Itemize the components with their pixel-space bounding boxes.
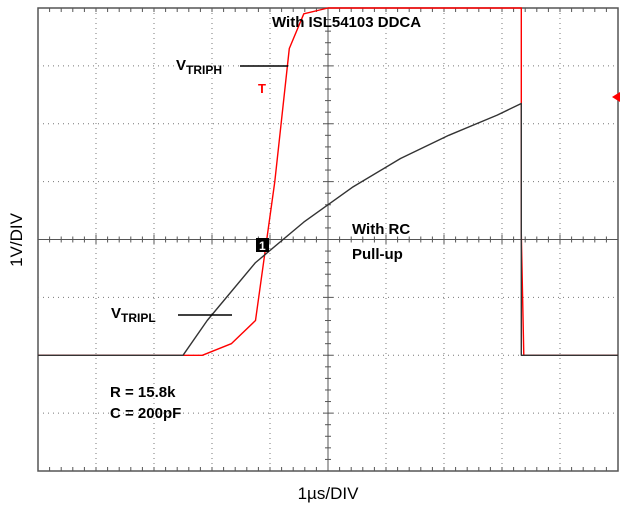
trace-rc-pullup bbox=[38, 102, 618, 356]
trigger-marker: T bbox=[258, 81, 266, 96]
y-axis-label: 1V/DIV bbox=[7, 212, 26, 267]
trigger-level-arrow bbox=[612, 92, 620, 102]
rc-series-label-line2: Pull-up bbox=[352, 246, 403, 263]
cursor-marker: 1 bbox=[259, 239, 266, 253]
resistor-value: R = 15.8k bbox=[110, 384, 176, 401]
cursor-marker-box bbox=[256, 238, 269, 252]
rc-series-label-line1: With RC bbox=[352, 221, 410, 238]
x-axis-label: 1µs/DIV bbox=[298, 484, 359, 503]
traces bbox=[38, 7, 618, 356]
vtriph-label: VTRIPH bbox=[176, 57, 222, 77]
ddca-series-label: With ISL54103 DDCA bbox=[272, 14, 421, 31]
vtripl-label: VTRIPL bbox=[111, 305, 156, 325]
trace-ddca bbox=[38, 7, 618, 356]
capacitor-value: C = 200pF bbox=[110, 405, 181, 422]
